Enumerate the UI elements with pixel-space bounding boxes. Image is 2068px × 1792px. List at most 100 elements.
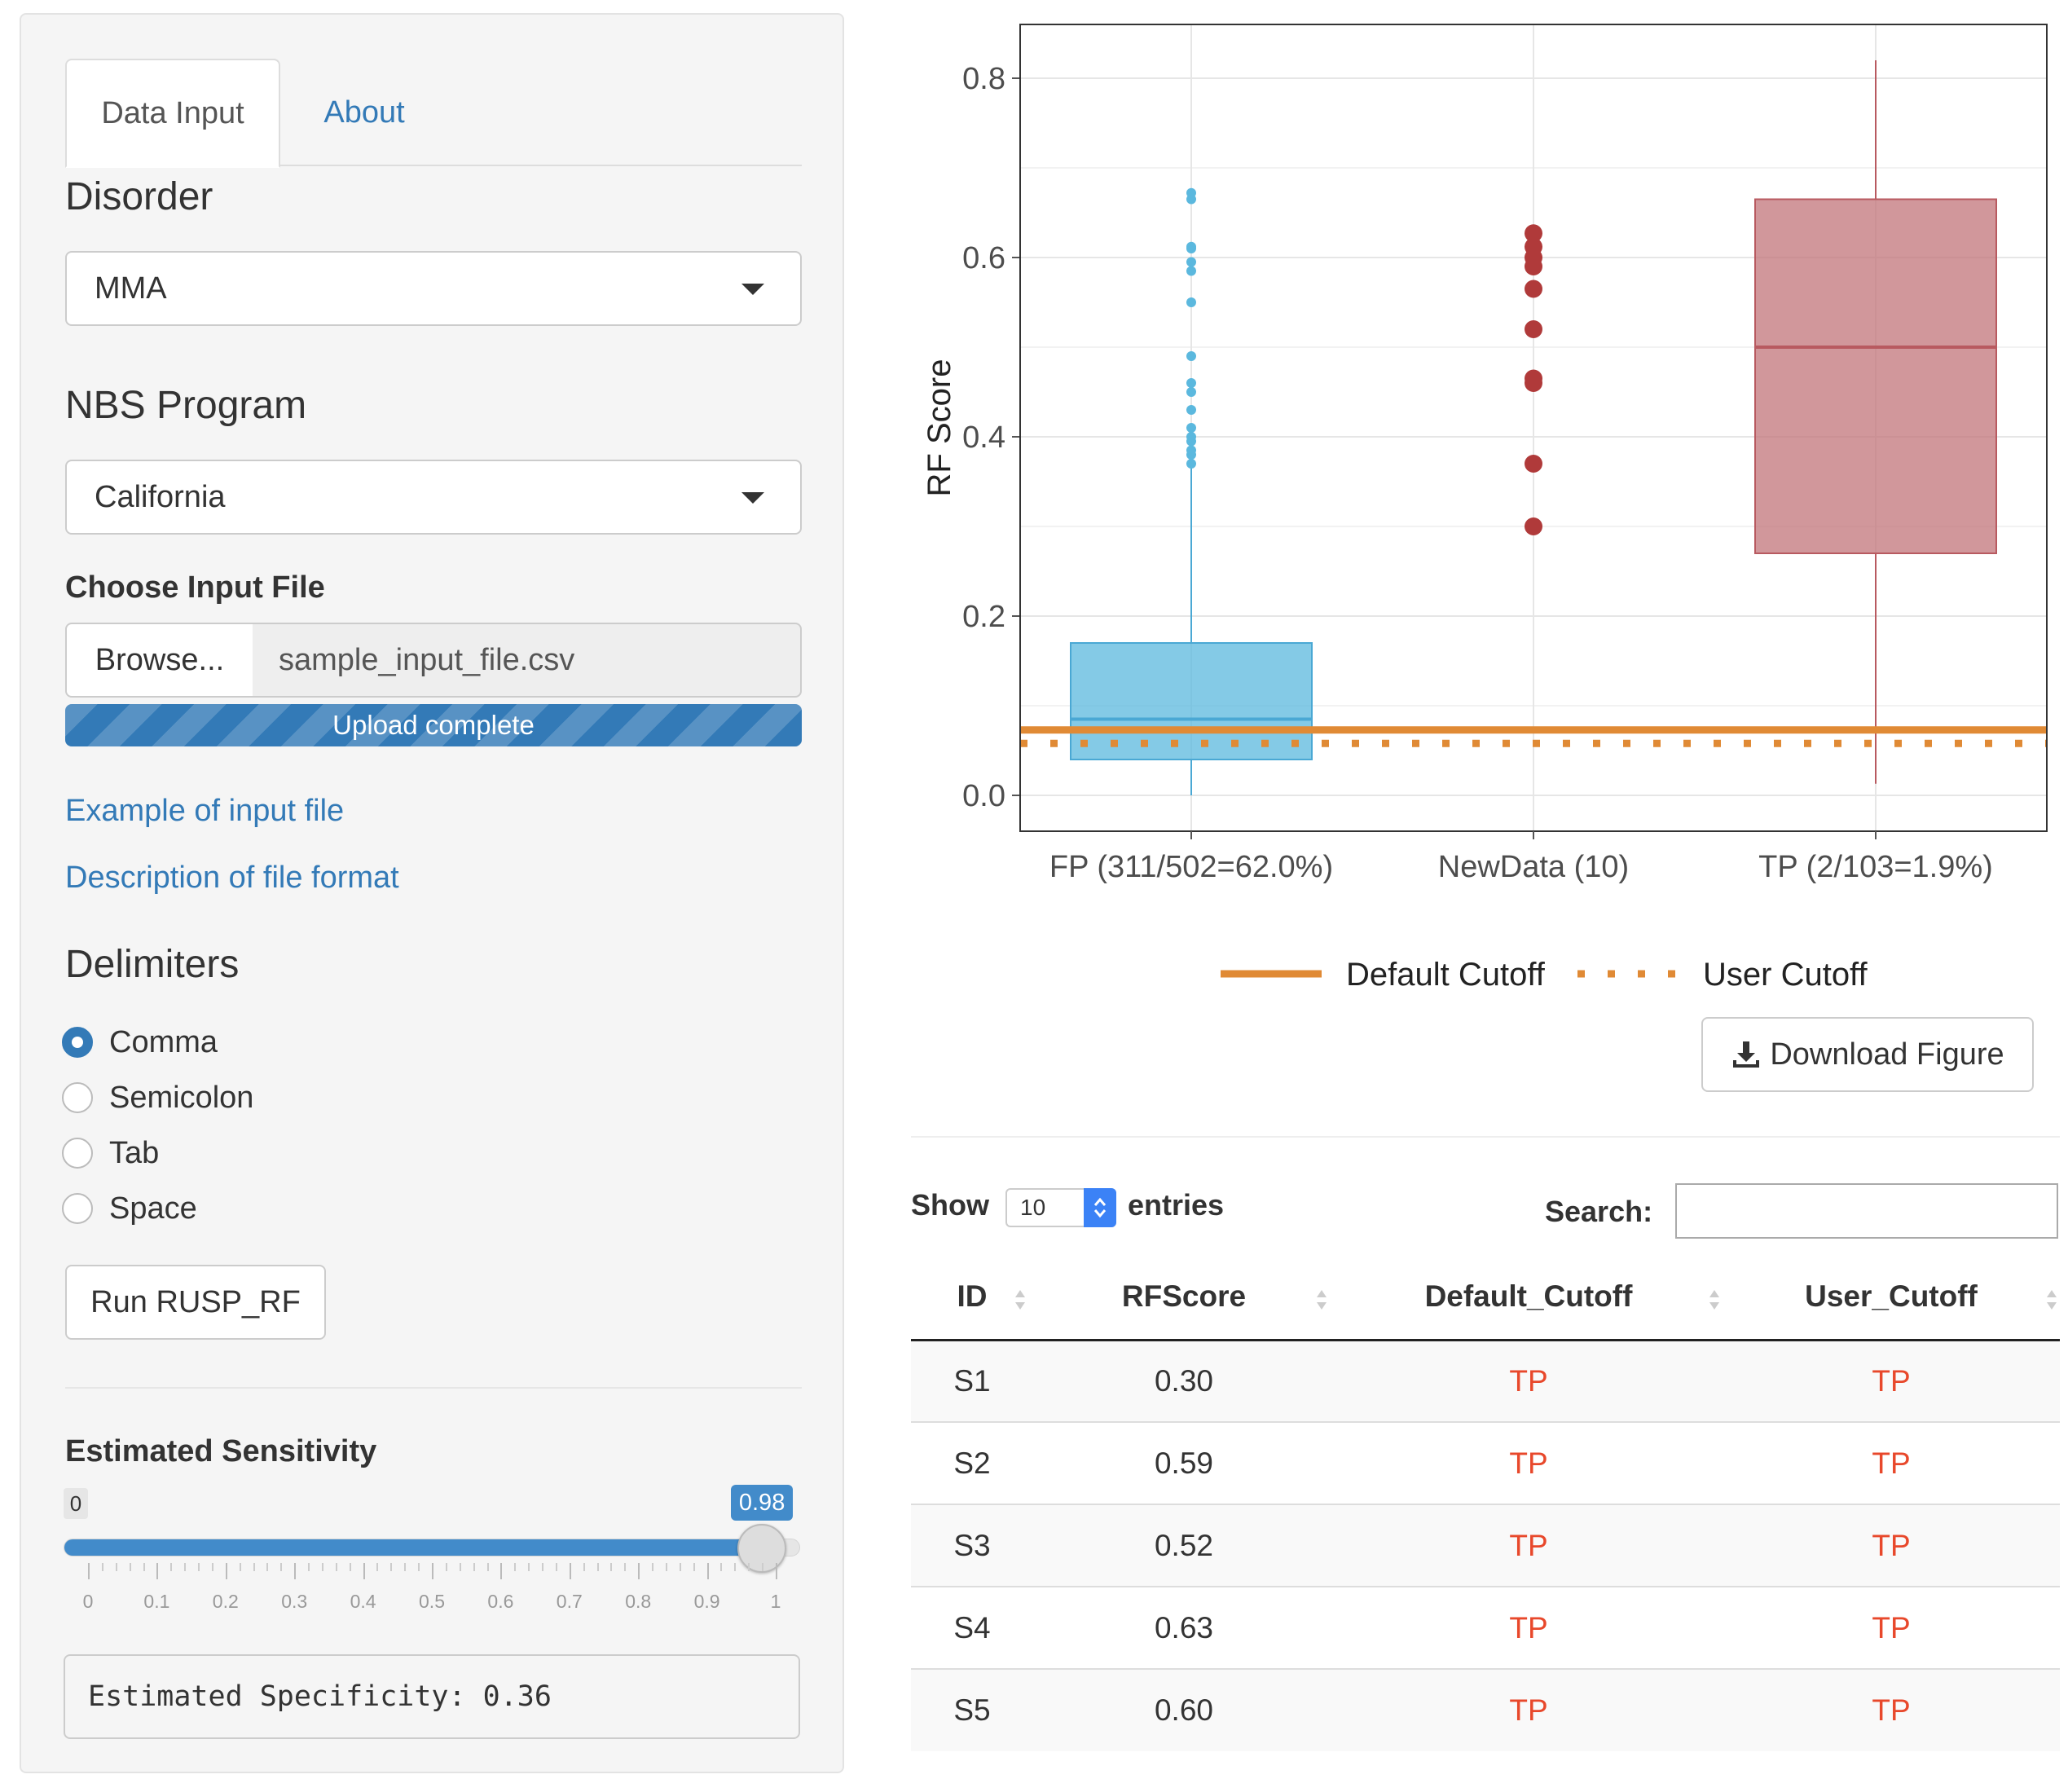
column-header-label: User_Cutoff <box>1805 1279 1978 1314</box>
slider-tick <box>776 1563 777 1579</box>
slider-tick-label: 0.7 <box>556 1591 583 1612</box>
slider-tick <box>432 1563 433 1579</box>
download-figure-button[interactable]: Download Figure <box>1701 1017 2034 1092</box>
column-header-rfscore[interactable]: RFScore <box>1033 1255 1335 1341</box>
slider-tick <box>115 1563 117 1571</box>
slider-tick <box>308 1563 310 1571</box>
table-row: S2 0.59 TP TP <box>911 1421 2060 1504</box>
cell-user-cutoff: TP <box>1723 1586 2060 1669</box>
cell-user-cutoff: TP <box>1723 1339 2060 1422</box>
search-label: Search: <box>1545 1195 1653 1228</box>
slider-tick <box>184 1563 187 1571</box>
outlier-point <box>1186 378 1196 388</box>
file-name-field: sample_input_file.csv <box>253 623 802 698</box>
slider-tick <box>376 1563 379 1571</box>
boxplot-chart: 0.0 0.2 0.4 0.6 0.8 FP (311/502=62.0%) NewData… <box>922 24 2048 993</box>
slider-ticks: 0 0.1 0.2 0.3 0.4 0.5 0.6 0.7 0.8 0.9 1 <box>64 1556 800 1638</box>
slider-tick <box>720 1563 723 1571</box>
cell-rfscore: 0.59 <box>1033 1421 1335 1504</box>
browse-button[interactable]: Browse... <box>65 623 254 698</box>
slider-track[interactable] <box>64 1539 800 1556</box>
outlier-point <box>1186 257 1196 267</box>
radio-button[interactable] <box>62 1082 93 1113</box>
nbs-program-select[interactable]: California <box>65 460 802 535</box>
slider-tick <box>280 1563 283 1571</box>
cell-rfscore: 0.52 <box>1033 1504 1335 1587</box>
slider-tick <box>693 1563 695 1571</box>
box-body <box>1070 642 1313 760</box>
radio-label: Comma <box>109 1024 218 1059</box>
table-row: S3 0.52 TP TP <box>911 1504 2060 1587</box>
outlier-point <box>1186 187 1196 198</box>
legend-default-cutoff-label: Default Cutoff <box>1346 957 1546 993</box>
sidebar-panel: Data Input About Disorder MMA NBS Progra… <box>20 13 844 1773</box>
tab-data-input[interactable]: Data Input <box>65 59 280 168</box>
slider-tick <box>321 1563 323 1571</box>
outlier-point <box>1186 445 1196 456</box>
slider-tick <box>542 1563 544 1571</box>
slider-tick <box>294 1563 297 1579</box>
table-row: S4 0.63 TP TP <box>911 1586 2060 1669</box>
x-tick-label: FP (311/502=62.0%) <box>1049 850 1333 884</box>
slider-tick <box>473 1563 475 1571</box>
outlier-point <box>1186 351 1196 361</box>
slider-tick <box>170 1563 173 1571</box>
slider-tick-label: 0.3 <box>281 1591 308 1612</box>
cell-default-cutoff: TP <box>1335 1421 1723 1504</box>
y-tick-label: 0.6 <box>962 241 1005 275</box>
slider-tick <box>266 1563 269 1571</box>
column-header-default-cutoff[interactable]: Default_Cutoff <box>1335 1255 1723 1341</box>
page-length-select[interactable]: 10 <box>1005 1188 1116 1227</box>
table-header-row: ID RFScore Default_Cutoff User_Cutoff <box>911 1255 2060 1341</box>
slider-tick <box>211 1563 213 1571</box>
data-point <box>1525 320 1542 338</box>
slider-tick <box>101 1563 103 1571</box>
outlier-point <box>1186 459 1196 469</box>
slider-tick <box>500 1563 503 1579</box>
column-header-id[interactable]: ID <box>911 1255 1033 1341</box>
slider-tick <box>514 1563 517 1571</box>
radio-button[interactable] <box>62 1193 93 1224</box>
file-format-link[interactable]: Description of file format <box>65 861 399 895</box>
slider-tick <box>404 1563 407 1571</box>
x-tick-label: NewData (10) <box>1438 850 1629 884</box>
sort-icon <box>1014 1286 1027 1312</box>
sort-icon <box>2045 1286 2058 1312</box>
run-rusp-rf-button[interactable]: Run RUSP_RF <box>65 1265 326 1340</box>
slider-tick <box>253 1563 255 1571</box>
cell-rfscore: 0.63 <box>1033 1586 1335 1669</box>
radio-tab[interactable]: Tab <box>62 1133 159 1173</box>
slider-value-label: 0.98 <box>731 1485 794 1521</box>
disorder-value: MMA <box>95 271 167 306</box>
radio-button[interactable] <box>62 1138 93 1169</box>
y-tick-label: 0.2 <box>962 600 1005 634</box>
upload-progress-bar: Upload complete <box>65 704 802 746</box>
cell-id: S2 <box>911 1421 1033 1504</box>
disorder-select[interactable]: MMA <box>65 251 802 326</box>
radio-semicolon[interactable]: Semicolon <box>62 1077 253 1118</box>
slider-tick <box>239 1563 241 1571</box>
search-input[interactable] <box>1675 1183 2058 1239</box>
radio-space[interactable]: Space <box>62 1188 197 1229</box>
slider-tick-label: 0.5 <box>419 1591 445 1612</box>
cell-id: S3 <box>911 1504 1033 1587</box>
slider-tick <box>225 1563 227 1579</box>
slider-tick-label: 0.2 <box>212 1591 239 1612</box>
example-file-link[interactable]: Example of input file <box>65 794 345 828</box>
radio-label: Tab <box>109 1135 160 1170</box>
x-tick-label: TP (2/103=1.9%) <box>1758 850 1993 884</box>
sort-icon <box>1315 1286 1328 1312</box>
slider-tick <box>679 1563 681 1571</box>
slider-tick <box>198 1563 200 1571</box>
radio-button-checked[interactable] <box>62 1027 93 1058</box>
slider-tick <box>665 1563 667 1571</box>
cell-user-cutoff: TP <box>1723 1504 2060 1587</box>
tab-about[interactable]: About <box>323 95 405 130</box>
column-header-label: RFScore <box>1121 1279 1247 1314</box>
page-length-value: 10 <box>1020 1195 1046 1220</box>
data-point <box>1525 369 1542 388</box>
download-figure-label: Download Figure <box>1770 1037 2004 1072</box>
radio-comma[interactable]: Comma <box>62 1022 218 1063</box>
column-header-user-cutoff[interactable]: User_Cutoff <box>1723 1255 2060 1341</box>
data-point <box>1525 237 1542 256</box>
